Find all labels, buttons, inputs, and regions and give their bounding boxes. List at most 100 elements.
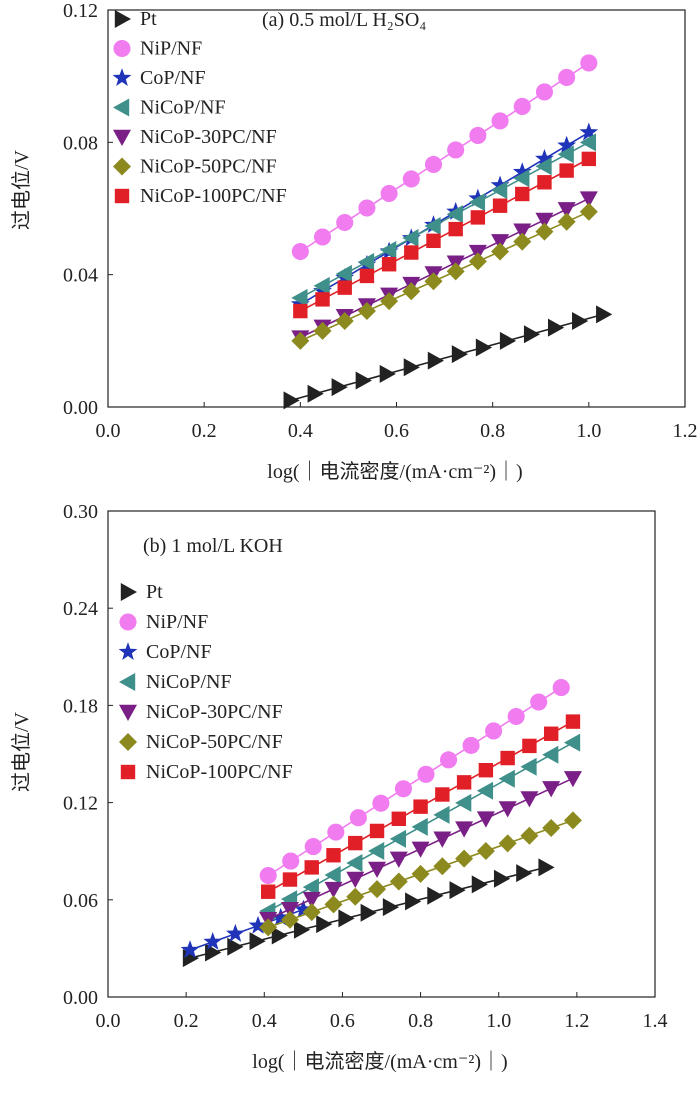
x-tick-label: 0.2: [174, 1010, 199, 1032]
data-point: [535, 222, 554, 241]
y-axis-label: 过电位/V: [10, 711, 33, 792]
y-tick-label: 0.18: [63, 695, 98, 717]
data-point: [335, 264, 352, 283]
data-point: [402, 170, 420, 188]
data-point: [543, 726, 559, 741]
data-point: [203, 932, 223, 950]
data-point: [552, 679, 570, 697]
data-point: [424, 217, 441, 236]
data-point: [538, 858, 555, 877]
data-point: [259, 866, 277, 885]
data-point: [579, 133, 597, 152]
data-point: [313, 228, 332, 246]
data-point: [369, 823, 385, 839]
panel-title: (b) 1 mol/L KOH: [143, 535, 283, 557]
x-tick-label: 0.0: [96, 1010, 121, 1032]
data-point: [403, 358, 420, 377]
data-point: [446, 205, 463, 224]
x-tick-label: 0.8: [480, 420, 505, 442]
data-point: [468, 193, 486, 212]
data-point: [498, 769, 515, 788]
y-tick-label: 0.24: [63, 598, 98, 620]
y-tick-label: 0.00: [63, 987, 98, 1009]
legend-marker: [119, 733, 137, 751]
data-point: [293, 899, 313, 918]
legend-label: NiCoP-100PC/NF: [140, 185, 287, 207]
y-tick-label: 0.30: [63, 501, 98, 523]
legend-label: CoP/NF: [140, 67, 206, 89]
series-nicop-30pc-nf: [259, 771, 582, 929]
data-point: [336, 213, 354, 232]
data-point: [557, 212, 576, 231]
data-point: [579, 191, 598, 208]
y-tick-label: 0.04: [63, 265, 98, 287]
data-point: [579, 122, 599, 141]
data-point: [557, 145, 574, 164]
legend-marker: [114, 188, 130, 204]
legend-marker: [114, 10, 131, 28]
x-axis-label: log(｜电流密度/(mA·cm⁻²)｜): [267, 460, 522, 483]
x-tick-label: 1.2: [673, 420, 698, 442]
data-point: [439, 751, 458, 769]
data-point: [580, 54, 598, 72]
data-point: [313, 276, 330, 295]
data-point: [180, 940, 200, 959]
legend: Pt NiP/NF CoP/NF NiCoP/NF NiCoP-30PC/NF NiCoP…: [118, 581, 293, 783]
legend-item: NiCoP-100PC/NF: [120, 761, 293, 783]
data-point: [433, 857, 452, 876]
data-point: [455, 849, 474, 868]
data-point: [537, 175, 552, 190]
data-point: [260, 884, 276, 899]
data-point: [563, 811, 582, 830]
data-point: [542, 745, 559, 764]
data-point: [293, 303, 308, 319]
data-point: [513, 97, 531, 116]
x-tick-label: 0.4: [252, 1010, 277, 1032]
data-point: [389, 829, 407, 848]
y-tick-label: 0.06: [63, 890, 98, 912]
data-point: [471, 875, 488, 894]
legend: Pt NiP/NF CoP/NF NiCoP/NF NiCoP-30PC/NF NiCoP…: [112, 8, 287, 207]
legend-item: NiCoP/NF: [113, 97, 226, 119]
data-point: [382, 898, 400, 917]
data-point: [346, 887, 365, 906]
data-point: [368, 841, 385, 860]
data-point: [535, 157, 552, 176]
legend-item: NiCoP-50PC/NF: [113, 156, 277, 178]
data-point: [520, 791, 539, 808]
data-point: [490, 175, 510, 194]
data-point: [389, 872, 408, 891]
data-point: [391, 811, 407, 826]
legend-item: NiP/NF: [119, 611, 208, 633]
legend-label: NiCoP/NF: [146, 671, 232, 693]
data-point: [357, 302, 376, 321]
data-point: [542, 819, 561, 838]
data-point: [427, 351, 444, 370]
legend-item: NiCoP-30PC/NF: [113, 126, 277, 148]
legend-label: NiCoP-50PC/NF: [146, 731, 283, 753]
legend-item: NiP/NF: [113, 38, 202, 60]
legend-label: Pt: [140, 8, 157, 30]
data-point: [433, 831, 452, 848]
x-tick-label: 0.6: [384, 420, 409, 442]
y-tick-label: 0.08: [63, 132, 98, 154]
data-point: [426, 233, 441, 249]
legend-item: NiCoP-50PC/NF: [119, 731, 283, 753]
legend-item: Pt: [120, 581, 163, 603]
data-point: [248, 915, 268, 934]
legend-label: NiCoP-50PC/NF: [140, 156, 277, 178]
data-point: [359, 268, 375, 284]
legend-marker: [113, 129, 131, 146]
data-point: [290, 294, 310, 313]
legend-marker: [120, 583, 137, 601]
legend-marker: [112, 68, 132, 87]
legend-item: CoP/NF: [112, 67, 206, 89]
data-point: [227, 937, 244, 956]
data-point: [563, 733, 581, 752]
data-point: [535, 212, 554, 229]
legend-label: NiCoP-30PC/NF: [140, 126, 277, 148]
data-point: [478, 763, 494, 778]
data-point: [498, 834, 517, 853]
plot-frame: [107, 510, 656, 998]
